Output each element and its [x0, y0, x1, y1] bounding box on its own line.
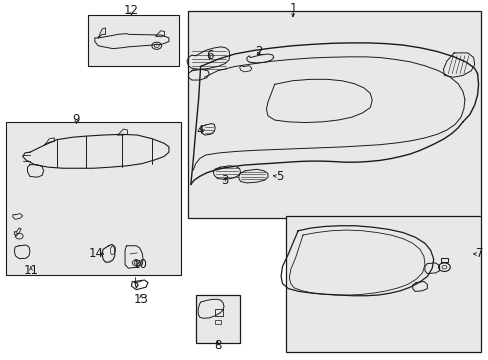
Text: 2: 2 [255, 45, 263, 58]
Bar [215, 320, 221, 324]
Text: 14: 14 [89, 247, 103, 261]
Text: 12: 12 [123, 4, 139, 17]
Text: 3: 3 [221, 174, 228, 187]
Text: 7: 7 [475, 247, 482, 261]
Text: 4: 4 [196, 123, 203, 136]
Bar [215, 309, 222, 316]
Text: 8: 8 [214, 338, 221, 351]
Text: 6: 6 [205, 49, 213, 62]
Text: 9: 9 [72, 113, 80, 126]
Bar [195, 295, 239, 343]
Text: 13: 13 [133, 293, 148, 306]
Bar [88, 15, 178, 67]
Text: 10: 10 [132, 258, 147, 271]
Text: 11: 11 [23, 264, 39, 277]
Text: 5: 5 [275, 170, 283, 183]
Bar [285, 216, 480, 352]
Bar [5, 122, 181, 275]
Text: 1: 1 [289, 2, 296, 15]
Bar [188, 11, 480, 218]
